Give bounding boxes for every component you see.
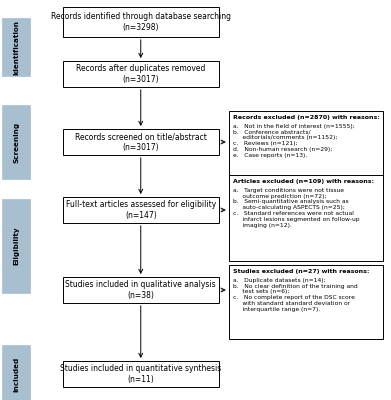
Bar — [63, 129, 219, 155]
Text: Records screened on title/abstract
(n=3017): Records screened on title/abstract (n=30… — [75, 132, 207, 152]
Text: Articles excluded (n=109) with reasons:: Articles excluded (n=109) with reasons: — [233, 179, 374, 184]
Text: Records excluded (n=2870) with reasons:: Records excluded (n=2870) with reasons: — [233, 115, 380, 120]
Bar — [229, 111, 383, 181]
Text: Eligibility: Eligibility — [13, 227, 19, 265]
Text: Studies excluded (n=27) with reasons:: Studies excluded (n=27) with reasons: — [233, 269, 369, 274]
Text: Included: Included — [13, 356, 19, 392]
Text: Studies included in qualitative analysis
(n=38): Studies included in qualitative analysis… — [65, 280, 216, 300]
Bar — [63, 197, 219, 223]
Bar — [2, 199, 30, 293]
Text: Records after duplicates removed
(n=3017): Records after duplicates removed (n=3017… — [76, 64, 205, 84]
Text: a.   Target conditions were not tissue
     outcome prediction (n=72);
b.   Semi: a. Target conditions were not tissue out… — [233, 188, 359, 228]
Bar — [229, 265, 383, 339]
Text: Identification: Identification — [13, 20, 19, 75]
Bar — [2, 18, 30, 76]
Bar — [63, 277, 219, 303]
Text: a.   Duplicate datasets (n=14);
b.   No clear definition of the training and
   : a. Duplicate datasets (n=14); b. No clea… — [233, 278, 357, 312]
Text: a.   Not in the field of interest (n=1555);
b.   Conference abstracts/
     edit: a. Not in the field of interest (n=1555)… — [233, 124, 354, 158]
Bar — [63, 361, 219, 387]
Text: Full-text articles assessed for eligibility
(n=147): Full-text articles assessed for eligibil… — [66, 200, 216, 220]
Bar — [63, 61, 219, 87]
Bar — [63, 7, 219, 37]
Text: Screening: Screening — [13, 122, 19, 162]
Text: Records identified through database searching
(n=3298): Records identified through database sear… — [51, 12, 231, 32]
Text: Studies included in quantitative synthesis
(n=11): Studies included in quantitative synthes… — [60, 364, 221, 384]
Bar — [2, 105, 30, 179]
Bar — [2, 345, 30, 400]
Bar — [229, 175, 383, 261]
